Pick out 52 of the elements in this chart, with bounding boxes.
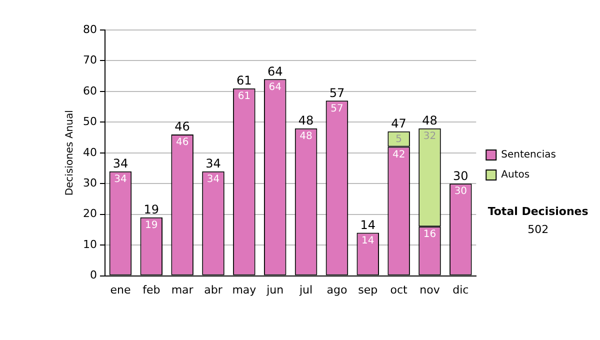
text: Total Decisiones [488,204,589,218]
x-tick-label: nov [420,283,440,296]
data-label: 64 [268,82,282,93]
total-label: 30 [453,168,468,183]
x-tick-label: ene [110,283,131,296]
x-tick-label: feb [142,283,160,296]
total-label: 48 [422,113,438,128]
total-label: 46 [174,120,190,134]
data-label: 48 [300,130,312,142]
legend-label: Sentencias [501,150,556,161]
y-tick-label: 20 [82,207,97,220]
data-label: 14 [362,235,374,246]
y-tick-label: 80 [82,22,97,36]
total-label: 48 [298,113,314,128]
data-label: 61 [238,90,251,102]
y-tick-label: 10 [82,238,97,251]
data-label: 34 [206,174,220,185]
y-tick-label: 50 [82,115,97,128]
y-axis-title: Decisiones Anual [64,110,76,196]
x-tick-label: ago [326,283,348,296]
x-tick-label: may [232,283,257,296]
data-label: 42 [392,149,406,160]
y-tick-label: 40 [82,146,97,159]
x-tick-label: mar [171,283,194,296]
total-label: 57 [329,86,345,100]
text: 502 [528,222,549,236]
x-tick-label: jun [266,283,284,296]
data-label: 5 [396,134,402,145]
data-label: 57 [330,103,344,114]
total-label: 64 [267,64,283,78]
total-label: 19 [144,202,160,217]
data-label: 34 [114,174,127,185]
total-label: 47 [391,116,406,131]
total-label: 34 [112,156,128,170]
x-tick-label: sep [358,283,378,296]
x-tick-label: dic [452,283,469,296]
total-label: 14 [360,218,376,232]
x-tick-label: abr [204,283,223,296]
y-tick-label: 60 [82,84,97,98]
legend-label: Autos [501,170,530,181]
data-label: 16 [423,229,436,240]
data-label: 19 [145,220,158,232]
y-tick-label: 30 [82,176,97,190]
y-tick-label: 0 [90,268,97,282]
y-tick-label: 70 [82,54,97,67]
x-tick-label: oct [390,283,408,296]
x-tick-label: jul [298,283,313,296]
total-label: 61 [236,74,252,88]
data-label: 32 [423,130,436,142]
data-label: 46 [176,137,189,148]
data-label: 30 [454,186,468,198]
total-label: 34 [206,156,221,170]
